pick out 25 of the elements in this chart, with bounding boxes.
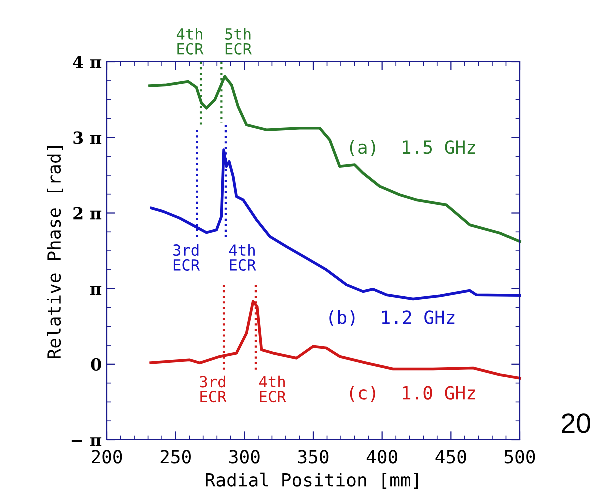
series-label: (b) 1.2 GHz: [330, 310, 455, 326]
y-tick-label: 2 π: [74, 207, 102, 220]
x-tick-label: 400: [366, 450, 398, 464]
annotation: 4th ECR: [259, 376, 286, 403]
y-tick-label: 0: [91, 358, 102, 371]
y-tick-label: 3 π: [74, 132, 102, 144]
x-tick-label: 500: [504, 450, 536, 464]
x-tick-label: 250: [160, 450, 191, 464]
annotation: 3rd ECR: [174, 244, 200, 271]
x-axis-title: Radial Position [mm]: [206, 472, 418, 490]
annotation: 4th ECR: [176, 28, 204, 55]
annotation: 4th ECR: [229, 244, 256, 271]
annotation: 5th ECR: [226, 28, 252, 55]
x-tick-label: 200: [92, 450, 122, 464]
x-tick-label: 300: [230, 450, 260, 464]
series-label: (a) 1.5 GHz: [350, 140, 476, 156]
y-tick-label: − π: [72, 438, 102, 446]
y-axis-title: Relative Phase [rad]: [47, 146, 64, 358]
annotation: 3rd ECR: [200, 376, 227, 403]
x-tick-label: 450: [436, 450, 466, 464]
x-tick-label: 350: [298, 450, 329, 464]
y-tick-label: π: [90, 286, 102, 296]
y-tick-label: 4 π: [73, 56, 102, 68]
series-label: (c) 1.0 GHz: [350, 386, 476, 402]
text: 20: [562, 414, 590, 434]
